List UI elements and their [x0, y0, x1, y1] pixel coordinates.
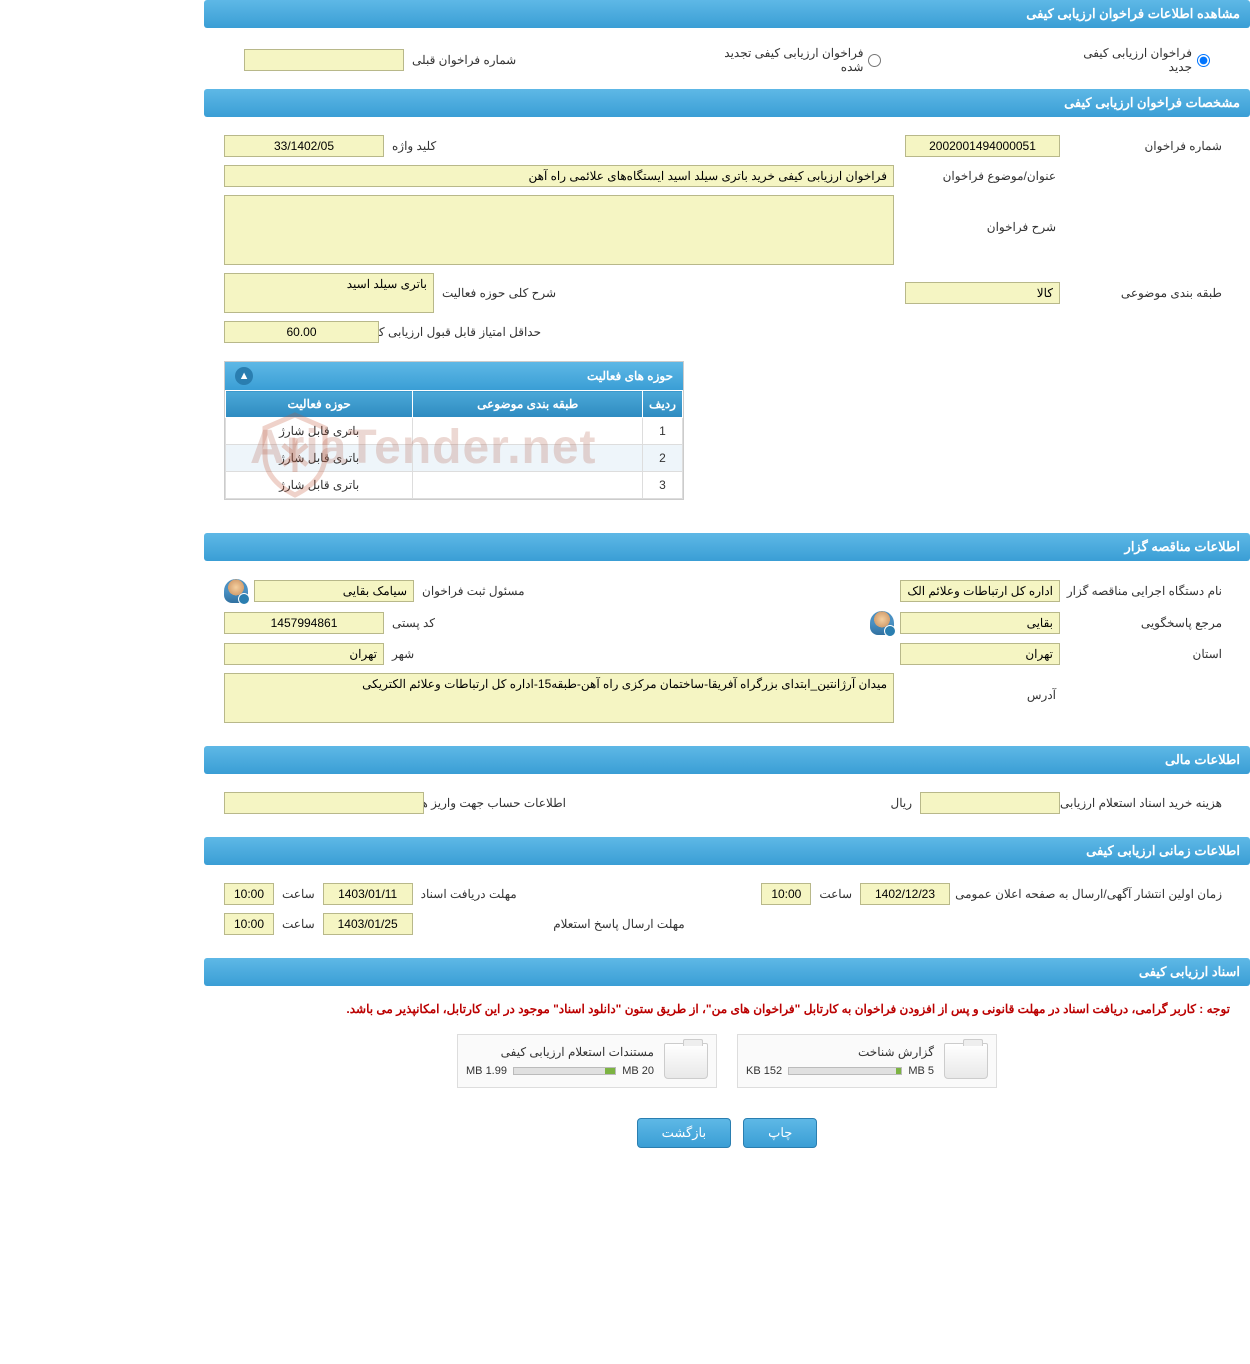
doc1-cap: 5 MB [908, 1065, 934, 1077]
desc-field[interactable] [224, 195, 894, 265]
postal-label: کد پستی [384, 616, 443, 630]
radio-new-label: فراخوان ارزیابی کیفی جدید [1061, 46, 1192, 74]
back-button[interactable]: بازگشت [637, 1118, 731, 1148]
desc-label: شرح فراخوان [894, 195, 1064, 234]
cell-cat [413, 472, 643, 499]
th-row: ردیف [643, 391, 683, 418]
section-docs-header: اسناد ارزیابی کیفی [204, 958, 1250, 986]
postal-field[interactable]: 1457994861 [224, 612, 384, 634]
receive-label: مهلت دریافت اسناد [413, 887, 525, 901]
address-label: آدرس [894, 673, 1064, 702]
cost-label: هزینه خرید اسناد استعلام ارزیابی کیفی [1060, 796, 1230, 810]
radio-renew[interactable] [868, 54, 881, 67]
city-field[interactable]: تهران [224, 643, 384, 665]
radio-renew-wrapper: فراخوان ارزیابی کیفی تجدید شده [704, 46, 881, 74]
account-field[interactable] [224, 792, 424, 814]
cell-cat [413, 418, 643, 445]
registrar-field[interactable]: سیامک بقایی [254, 580, 414, 602]
notice-text: توجه : کاربر گرامی، دریافت اسناد در مهلت… [204, 994, 1250, 1024]
registrar-label: مسئول ثبت فراخوان [414, 584, 533, 598]
call-no-label: شماره فراخوان [1060, 139, 1230, 153]
cell-n: 3 [643, 472, 683, 499]
reply-label: مهلت ارسال پاسخ استعلام [413, 917, 693, 931]
user-icon[interactable] [870, 611, 894, 635]
activity-desc-field[interactable]: باتری سیلد اسید [224, 273, 434, 313]
folder-icon [944, 1043, 988, 1079]
radio-new[interactable] [1197, 54, 1210, 67]
org-field[interactable]: اداره کل ارتباطات وعلائم الک [900, 580, 1060, 602]
doc2-cap: 20 MB [622, 1065, 654, 1077]
unit-label: ریال [880, 796, 920, 810]
section-spec-header: مشخصات فراخوان ارزیابی کیفی [204, 89, 1250, 117]
doc1-title: گزارش شناخت [746, 1045, 934, 1059]
radio-renew-label: فراخوان ارزیابی کیفی تجدید شده [704, 46, 863, 74]
prev-call-field[interactable] [244, 49, 404, 71]
min-score-label: حداقل امتیاز قابل قبول ارزیابی کیفی [379, 325, 549, 339]
org-label: نام دستگاه اجرایی مناقصه گزار [1060, 584, 1230, 598]
reply-date-field[interactable]: 1403/01/25 [323, 913, 413, 935]
doc-box-1[interactable]: گزارش شناخت 5 MB 152 KB [737, 1034, 997, 1088]
pub-time-label: ساعت [811, 887, 860, 901]
reply-time-label: ساعت [274, 917, 323, 931]
doc2-progress [513, 1067, 616, 1075]
address-field[interactable]: میدان آرژانتین_ابتدای بزرگراه آفریقا-ساخ… [224, 673, 894, 723]
min-score-field[interactable]: 60.00 [224, 321, 379, 343]
category-label: طبقه بندی موضوعی [1060, 286, 1230, 300]
folder-icon [664, 1043, 708, 1079]
th-cat: طبقه بندی موضوعی [413, 391, 643, 418]
subject-field[interactable]: فراخوان ارزیابی کیفی خرید باتری سیلد اسی… [224, 165, 894, 187]
responder-label: مرجع پاسخگویی [1060, 616, 1230, 630]
activity-title: حوزه های فعالیت [587, 369, 673, 383]
cell-cat [413, 445, 643, 472]
cost-field[interactable] [920, 792, 1060, 814]
subject-label: عنوان/موضوع فراخوان [894, 169, 1064, 183]
doc-box-2[interactable]: مستندات استعلام ارزیابی کیفی 20 MB 1.99 … [457, 1034, 717, 1088]
receive-time-label: ساعت [274, 887, 323, 901]
cell-n: 1 [643, 418, 683, 445]
account-label: اطلاعات حساب جهت واریز هزینه خرید اسناد [424, 796, 574, 810]
section-timing-header: اطلاعات زمانی ارزیابی کیفی [204, 837, 1250, 865]
doc1-progress [788, 1067, 902, 1075]
section-view-header: مشاهده اطلاعات فراخوان ارزیابی کیفی [204, 0, 1250, 28]
main-container: مشاهده اطلاعات فراخوان ارزیابی کیفی فراخ… [204, 0, 1250, 1168]
doc2-size: 1.99 MB [466, 1065, 507, 1077]
receive-time-field[interactable]: 10:00 [224, 883, 274, 905]
pub-time-field[interactable]: 10:00 [761, 883, 811, 905]
collapse-icon[interactable]: ▲ [235, 367, 253, 385]
radio-new-wrapper: فراخوان ارزیابی کیفی جدید [1061, 46, 1210, 74]
activity-desc-label: شرح کلی حوزه فعالیت [434, 286, 564, 300]
call-no-field[interactable]: 2002001494000051 [905, 135, 1060, 157]
doc1-size: 152 KB [746, 1065, 782, 1077]
reply-time-field[interactable]: 10:00 [224, 913, 274, 935]
section-tenderer-header: اطلاعات مناقصه گزار [204, 533, 1250, 561]
province-label: استان [1060, 647, 1230, 661]
prev-call-label: شماره فراخوان قبلی [404, 53, 524, 67]
responder-field[interactable]: بقایی [900, 612, 1060, 634]
city-label: شهر [384, 647, 422, 661]
category-field[interactable]: کالا [905, 282, 1060, 304]
doc2-title: مستندات استعلام ارزیابی کیفی [466, 1045, 654, 1059]
user-icon[interactable] [224, 579, 248, 603]
keyword-field[interactable]: 33/1402/05 [224, 135, 384, 157]
pub-date-field[interactable]: 1402/12/23 [860, 883, 950, 905]
watermark-logo [255, 410, 335, 500]
cell-n: 2 [643, 445, 683, 472]
province-field[interactable]: تهران [900, 643, 1060, 665]
section-financial-header: اطلاعات مالی [204, 746, 1250, 774]
receive-date-field[interactable]: 1403/01/11 [323, 883, 413, 905]
pub-label: زمان اولین انتشار آگهی/ارسال به صفحه اعل… [950, 887, 1230, 901]
print-button[interactable]: چاپ [743, 1118, 817, 1148]
keyword-label: کلید واژه [384, 139, 444, 153]
